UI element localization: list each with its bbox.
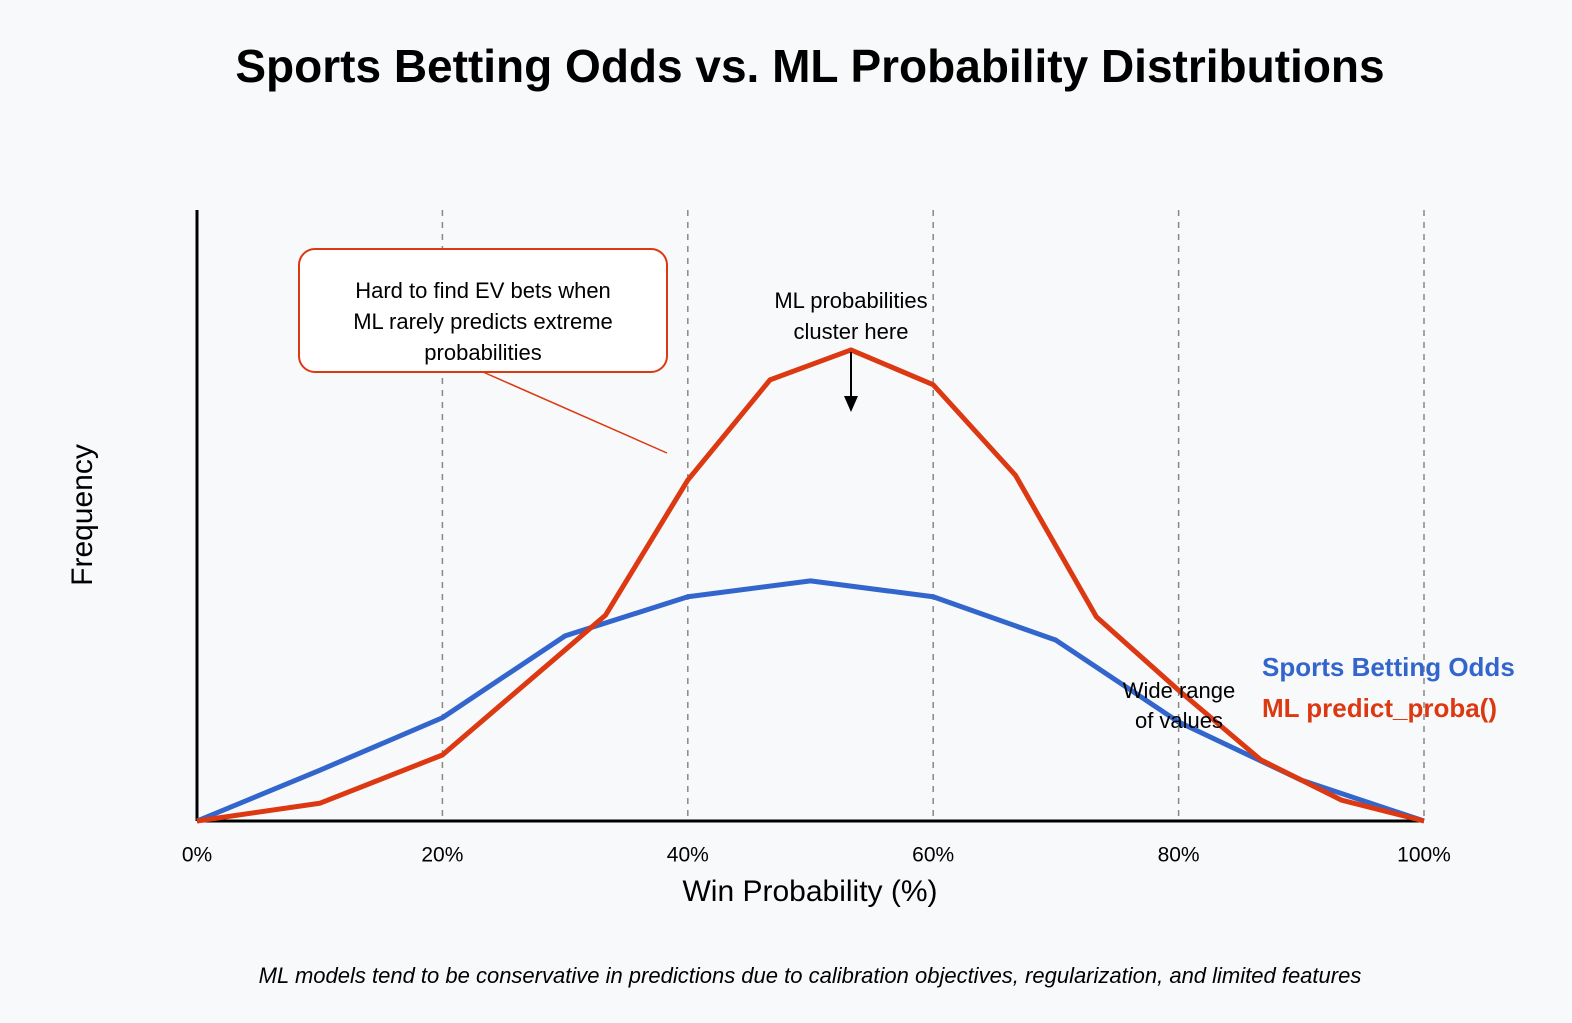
data-line	[196, 578, 1425, 824]
x-tick-label: 100%	[1397, 844, 1451, 867]
annotation-text: Wide range	[1123, 678, 1236, 703]
data-line	[196, 347, 1425, 824]
y-axis-label: Frequency	[66, 444, 99, 586]
annotation-text: ML rarely predicts extreme	[353, 309, 613, 334]
annotation-text: probabilities	[424, 340, 541, 365]
annotation-text: of values	[1135, 708, 1223, 733]
x-tick-label: 20%	[421, 844, 463, 867]
chart-title: Sports Betting Odds vs. ML Probability D…	[235, 40, 1384, 92]
annotation-text: Hard to find EV bets when	[355, 278, 611, 303]
x-tick-label: 40%	[667, 844, 709, 867]
annotation-text: ML probabilities	[774, 288, 927, 313]
footnote: ML models tend to be conservative in pre…	[259, 963, 1362, 988]
legend-entry: ML predict_proba()	[1262, 693, 1497, 723]
legend-entry: Sports Betting Odds	[1262, 652, 1515, 682]
x-tick-label: 60%	[912, 844, 954, 867]
x-tick-label: 0%	[182, 844, 212, 867]
annotation-text: cluster here	[794, 319, 909, 344]
callout-box	[298, 248, 668, 373]
callout-connector	[482, 371, 668, 454]
x-tick-label: 80%	[1158, 844, 1200, 867]
x-axis-label: Win Probability (%)	[682, 875, 937, 908]
annotation-arrowhead	[844, 396, 858, 412]
